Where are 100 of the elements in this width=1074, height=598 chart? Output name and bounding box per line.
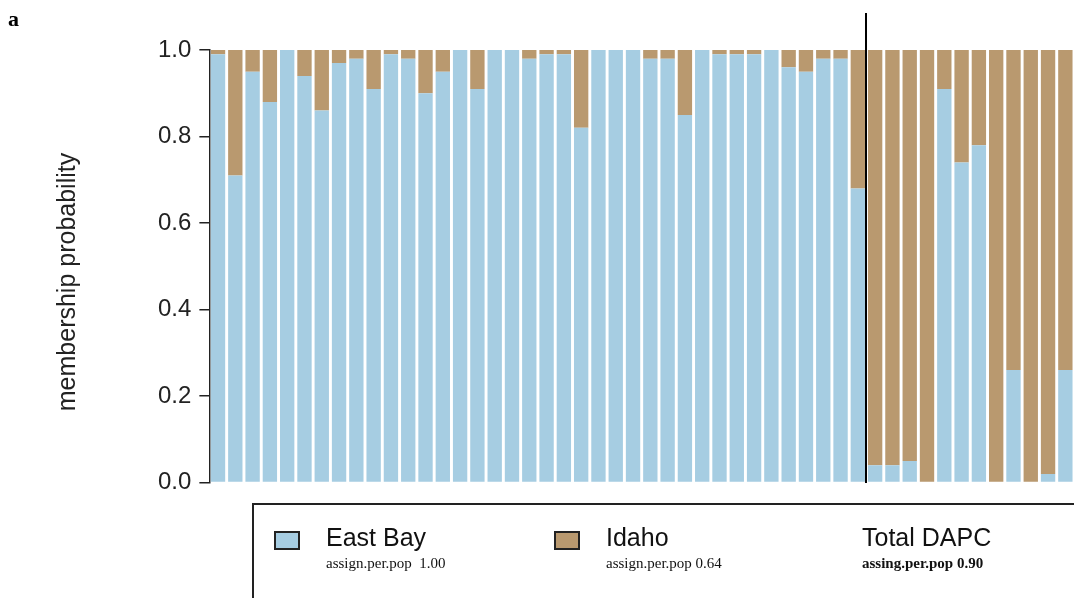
bar: [210, 54, 226, 482]
bar: [314, 50, 329, 111]
bar: [245, 71, 260, 482]
bar: [487, 50, 502, 482]
bar: [954, 50, 969, 163]
bar: [833, 50, 848, 59]
bar: [591, 50, 606, 482]
bar: [383, 50, 399, 55]
bar: [573, 50, 589, 128]
y-tick-label: 0.0: [157, 467, 192, 495]
y-tick-label: 1.0: [157, 34, 192, 62]
bar: [781, 50, 796, 68]
bar: [435, 50, 450, 72]
text: Total DAPC: [862, 523, 992, 552]
bar: [937, 88, 952, 482]
bar: [539, 54, 554, 482]
bar: [867, 465, 883, 482]
bar: [816, 50, 831, 59]
bar: [435, 71, 450, 482]
bar: [314, 110, 329, 482]
bar: [1023, 50, 1038, 482]
bar: [470, 88, 485, 482]
bar: [971, 145, 987, 482]
bar: [902, 50, 917, 461]
bar: [625, 50, 641, 482]
bar: [798, 71, 814, 482]
bar: [331, 50, 347, 63]
bar: [556, 50, 572, 55]
bar: [228, 50, 243, 176]
text: assign.per.pop 1.00: [326, 555, 446, 572]
bar: [470, 50, 485, 89]
bar: [522, 58, 537, 482]
bar: [418, 93, 433, 482]
bar: [539, 50, 554, 55]
bar: [729, 50, 744, 55]
bar: [833, 58, 848, 482]
bar: [245, 50, 260, 72]
bar: [228, 175, 243, 482]
bar: [643, 58, 658, 482]
bar: [660, 58, 675, 482]
bar: [349, 58, 364, 482]
bar: [401, 50, 416, 59]
y-tick-label: 0.6: [157, 207, 192, 235]
bar: [660, 50, 675, 59]
bar: [210, 50, 226, 55]
bar: [349, 50, 364, 59]
bar: [885, 465, 900, 482]
bar: [816, 58, 831, 482]
bar: [1058, 370, 1073, 482]
y-axis-title: membership probability: [51, 152, 81, 412]
bar: [781, 67, 796, 482]
bar: [1040, 473, 1056, 482]
bar: [280, 50, 295, 482]
text: assing.per.pop 0.90: [862, 555, 984, 572]
bar: [885, 50, 900, 466]
bar: [971, 50, 987, 146]
y-tick-label: 0.4: [157, 294, 192, 322]
bar: [522, 50, 537, 59]
bar: [556, 54, 572, 482]
bar: [452, 50, 468, 482]
bar: [1040, 50, 1056, 474]
bar: [366, 88, 381, 482]
bar: [798, 50, 814, 72]
bar: [677, 114, 693, 482]
bar: [401, 58, 416, 482]
bar: [262, 101, 278, 482]
bar: [418, 50, 433, 94]
bar: [331, 62, 347, 482]
legend-label: Idaho: [606, 523, 669, 552]
bar: [712, 54, 727, 482]
bar: [677, 50, 693, 115]
bar: [1006, 370, 1021, 482]
text: assign.per.pop 0.64: [606, 555, 722, 572]
bar: [764, 50, 779, 482]
y-tick-label: 0.8: [157, 121, 192, 149]
bar: [1058, 50, 1073, 371]
bar: [712, 50, 727, 55]
series-label: East Bay: [326, 523, 427, 552]
bar: [643, 50, 658, 59]
bar: [262, 50, 278, 102]
bar: [297, 75, 312, 482]
bar: [937, 50, 952, 89]
y-tick-label: 0.2: [157, 380, 192, 408]
bar: [695, 50, 710, 482]
bar: [746, 54, 762, 482]
bar: [954, 162, 969, 482]
bar: [608, 50, 623, 482]
bar: [729, 54, 744, 482]
bar: [573, 127, 589, 482]
bar: [919, 50, 935, 482]
bar: [902, 460, 917, 482]
bar: [989, 50, 1004, 482]
bar: [746, 50, 762, 55]
text: a: [8, 6, 19, 32]
bar: [297, 50, 312, 76]
bar: [383, 54, 399, 482]
bar: [1006, 50, 1021, 371]
bar: [850, 50, 866, 189]
bar: [504, 50, 520, 482]
bar: [366, 50, 381, 89]
